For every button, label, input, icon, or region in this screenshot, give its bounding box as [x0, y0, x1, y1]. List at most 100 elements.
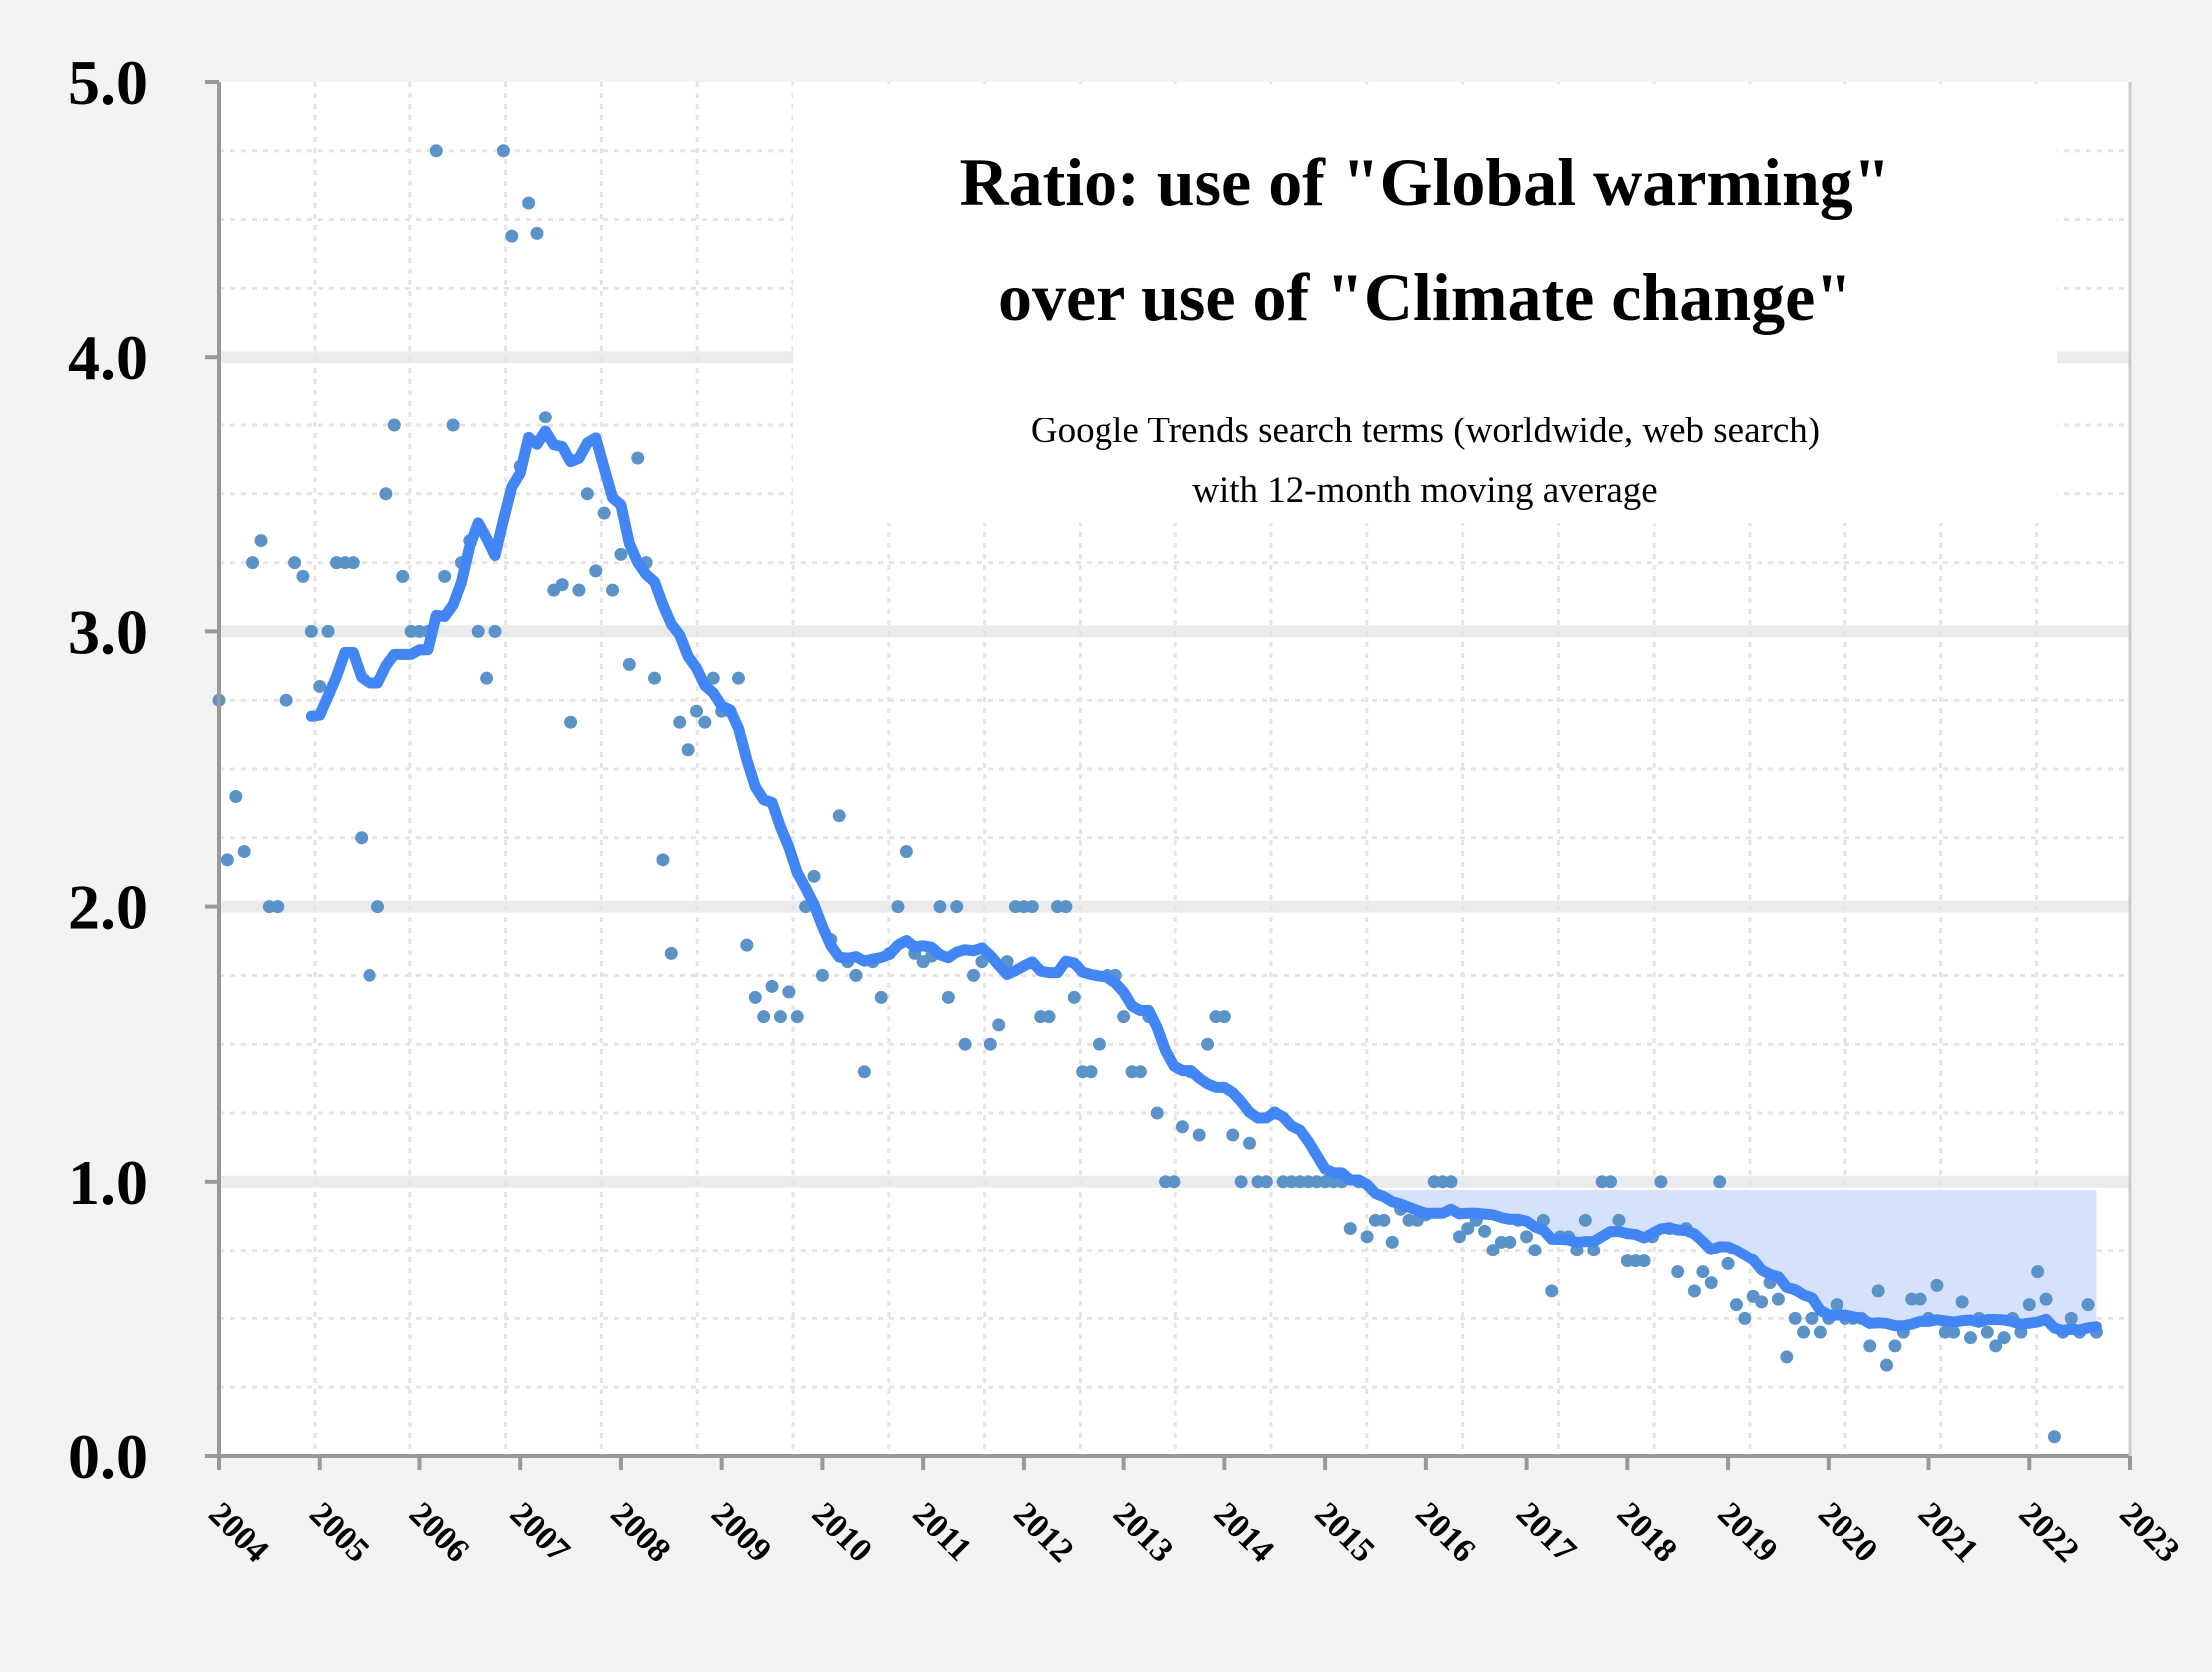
- data-point: [363, 968, 376, 982]
- data-point: [1704, 1276, 1718, 1290]
- data-point: [1880, 1358, 1894, 1372]
- data-point: [631, 451, 645, 465]
- data-point: [1830, 1298, 1843, 1312]
- data-point: [1025, 900, 1039, 914]
- data-point: [355, 831, 369, 845]
- data-point: [296, 569, 310, 583]
- data-point: [849, 968, 863, 982]
- data-point: [1528, 1244, 1542, 1257]
- data-point: [2081, 1298, 2095, 1312]
- data-point: [1259, 1175, 1273, 1189]
- data-point: [975, 955, 989, 969]
- y-tick-label: 3.0: [68, 596, 148, 667]
- data-point: [446, 418, 460, 432]
- data-point: [1788, 1311, 1802, 1325]
- data-point: [1947, 1325, 1961, 1339]
- data-point: [1997, 1331, 2011, 1345]
- data-point: [941, 990, 955, 1004]
- data-point: [1729, 1298, 1743, 1312]
- data-point: [1084, 1065, 1098, 1079]
- data-point: [740, 938, 754, 952]
- data-point: [1964, 1331, 1977, 1345]
- data-point: [1167, 1175, 1181, 1189]
- data-point: [967, 968, 981, 982]
- data-point: [1738, 1311, 1752, 1325]
- data-point: [1913, 1292, 1927, 1306]
- data-point: [1150, 1106, 1164, 1120]
- data-point: [471, 624, 485, 638]
- data-point: [1461, 1222, 1475, 1236]
- data-point: [857, 1065, 871, 1079]
- data-point: [220, 853, 234, 867]
- data-point: [648, 671, 662, 685]
- data-point: [1343, 1222, 1357, 1236]
- data-point: [313, 679, 327, 693]
- data-point: [288, 556, 302, 570]
- data-point: [664, 946, 678, 960]
- data-point: [731, 671, 745, 685]
- data-point: [1478, 1224, 1492, 1238]
- data-point: [522, 196, 536, 210]
- data-point: [1871, 1284, 1885, 1298]
- data-point: [1444, 1175, 1458, 1189]
- data-point: [807, 869, 821, 883]
- data-point: [1654, 1175, 1668, 1189]
- data-point: [229, 790, 243, 804]
- data-point: [1217, 1010, 1231, 1024]
- y-tick-labels: 0.0 1.0 2.0 3.0 4.0 5.0: [68, 47, 148, 1492]
- data-point: [606, 583, 620, 597]
- data-point: [1863, 1339, 1877, 1353]
- data-point: [1385, 1235, 1399, 1249]
- y-tick-label: 4.0: [68, 322, 148, 393]
- data-point: [1637, 1254, 1651, 1268]
- data-point: [1755, 1295, 1769, 1309]
- data-point: [2039, 1292, 2053, 1306]
- data-point: [899, 845, 913, 859]
- data-point: [958, 1037, 972, 1051]
- data-point: [304, 624, 318, 638]
- data-point: [874, 990, 888, 1004]
- data-point: [1520, 1230, 1534, 1244]
- data-point: [950, 900, 964, 914]
- data-point: [505, 229, 519, 243]
- data-point: [690, 704, 703, 718]
- moving-average-line: [305, 425, 2102, 1337]
- data-point: [279, 693, 293, 707]
- data-point: [321, 624, 335, 638]
- data-point: [1117, 1010, 1131, 1024]
- data-point: [1059, 900, 1073, 914]
- data-point: [1797, 1325, 1811, 1339]
- data-point: [580, 487, 594, 501]
- data-point: [1545, 1284, 1559, 1298]
- data-point: [564, 715, 578, 729]
- data-point: [538, 411, 552, 424]
- data-point: [371, 900, 384, 914]
- chart-subtitle-line-2: with 12-month moving average: [1192, 470, 1657, 511]
- data-point: [790, 1010, 804, 1024]
- data-point: [1587, 1244, 1601, 1257]
- data-point: [673, 715, 687, 729]
- data-point: [1234, 1175, 1248, 1189]
- data-point: [1175, 1120, 1189, 1134]
- data-point: [597, 506, 611, 520]
- data-point: [2064, 1311, 2078, 1325]
- data-point: [254, 534, 268, 548]
- data-point: [891, 900, 905, 914]
- data-point: [572, 583, 586, 597]
- highlight-region: [1333, 1190, 2097, 1331]
- data-point: [2031, 1265, 2045, 1279]
- data-point: [1888, 1339, 1902, 1353]
- title-box: [793, 84, 2057, 523]
- data-point: [1713, 1175, 1727, 1189]
- data-point: [748, 990, 762, 1004]
- data-point: [1201, 1037, 1215, 1051]
- data-point: [237, 845, 251, 859]
- data-point: [757, 1010, 771, 1024]
- data-point: [1578, 1213, 1592, 1227]
- data-point: [1503, 1235, 1517, 1249]
- data-point: [1604, 1175, 1618, 1189]
- chart-title-line-1: Ratio: use of "Global warming": [959, 144, 1890, 220]
- data-point: [1377, 1213, 1391, 1227]
- chart-subtitle-line-1: Google Trends search terms (worldwide, w…: [1031, 411, 1820, 451]
- data-point: [379, 487, 393, 501]
